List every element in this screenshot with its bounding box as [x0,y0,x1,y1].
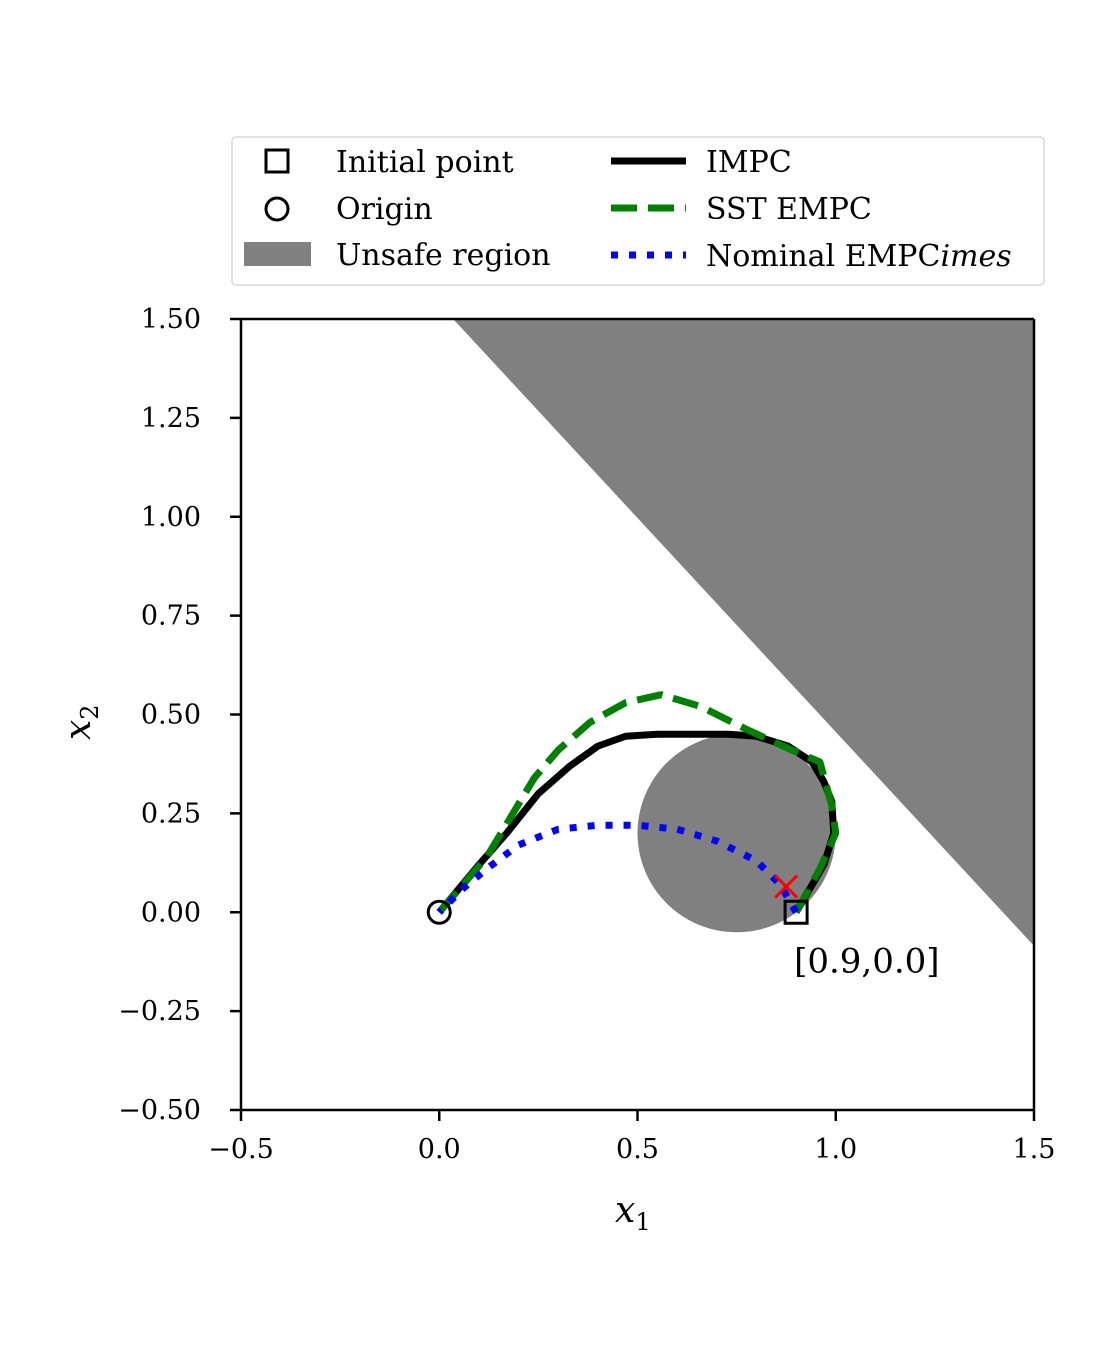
y-tick-label: 0.50 [141,700,201,731]
x-tick-label: −0.5 [208,1134,274,1165]
y-axis-label: x2 [58,704,104,740]
initial-point-marker [783,899,809,925]
y-tick-label: 0.75 [141,601,201,632]
legend-impc-label: IMPC [706,145,792,180]
legend-nominal-empc-label: Nominal EMPCimes [706,239,1012,274]
collision-cross-stroke-b [774,874,799,899]
x-tick-label: 0.0 [418,1134,461,1165]
legend-unsafe-region-swatch [244,242,311,266]
legend-sst-empc-label: SST EMPC [706,192,872,227]
legend-initial-point-label: Initial point [336,145,514,180]
y-tick-label: −0.50 [118,1095,201,1126]
legend-frame [231,136,1045,286]
series-line-sst-empc [436,691,840,915]
unsafe-circle [637,734,836,933]
legend-origin-marker [264,196,290,222]
y-tick-label: 1.25 [141,403,201,434]
x-tick-label: 1.0 [814,1134,857,1165]
y-tick-label: 1.00 [141,502,201,533]
x-tick-label: 0.5 [616,1134,659,1165]
y-tick-label: 0.25 [141,798,201,829]
y-tick-label: −0.25 [118,996,201,1027]
legend-initial-point-marker [264,148,290,174]
legend-origin-label: Origin [336,192,433,227]
series-line-nominal-empc [436,821,800,915]
plot-area [436,319,1034,946]
legend: Initial point Origin Unsafe region IMPC … [231,136,1045,286]
origin-marker [426,899,452,925]
y-tick-label: 1.50 [141,304,201,335]
x-axis-label: x1 [615,1190,651,1236]
x-tick-label: 1.5 [1013,1134,1056,1165]
initial-point-annotation: [0.9,0.0] [794,941,939,981]
collision-cross-marker [774,874,799,899]
y-tick-label: 0.00 [141,897,201,928]
unsafe-halfplane [453,319,1034,946]
legend-unsafe-region-label: Unsafe region [336,238,551,273]
